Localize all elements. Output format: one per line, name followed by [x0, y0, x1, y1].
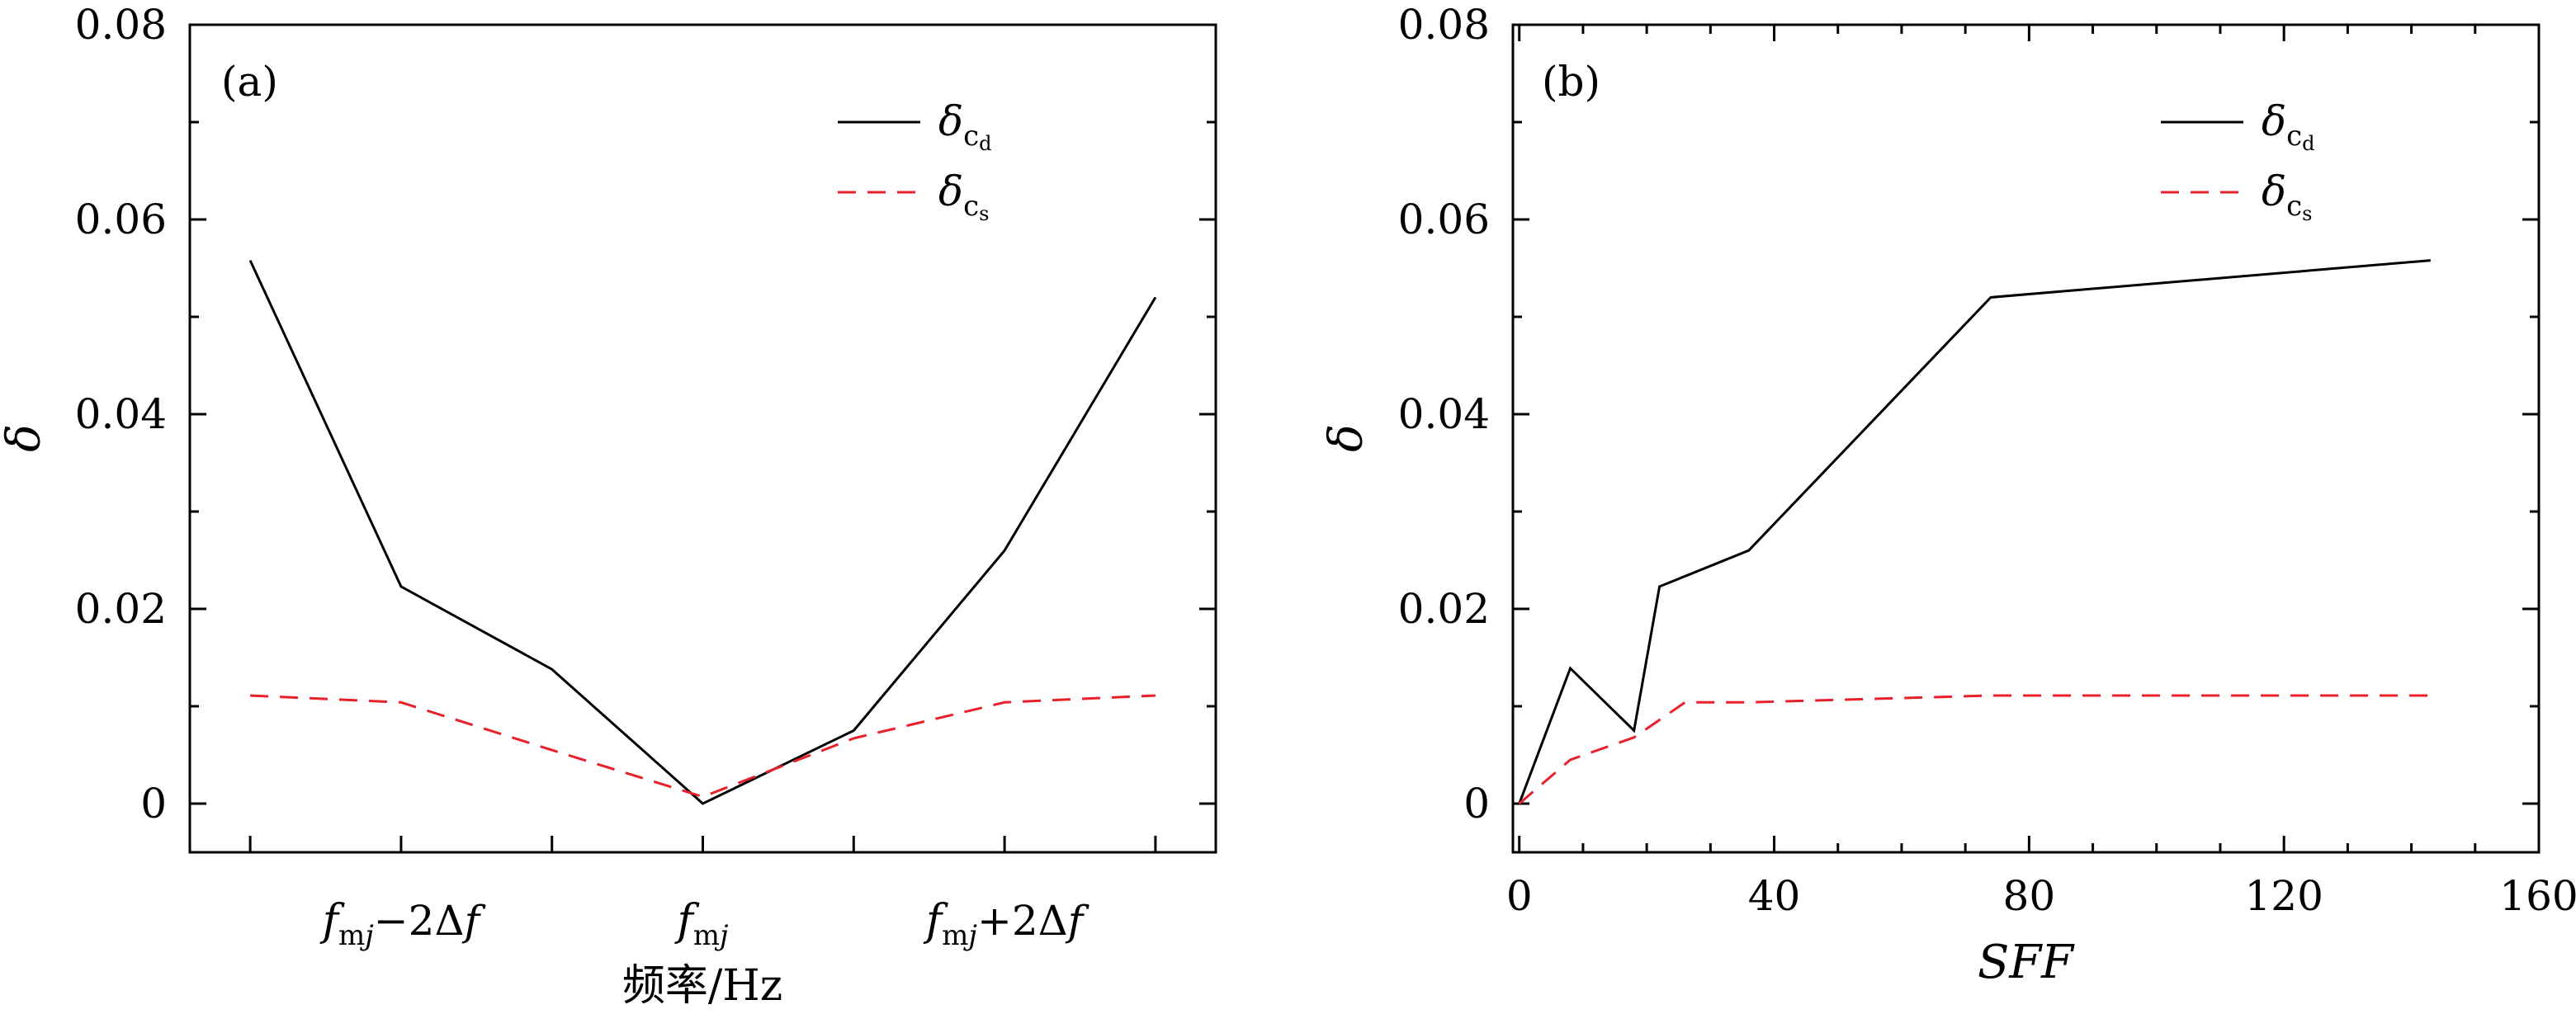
- x-tick-label: 40: [1748, 872, 1801, 920]
- panel-b-frame: [1511, 23, 2541, 854]
- x-tick-label: fmj+2Δf: [923, 896, 1089, 952]
- legend-label: δcs: [2262, 167, 2312, 225]
- panel-b-legend: δcd δcs: [2161, 97, 2315, 225]
- panel-b-label: (b): [1542, 58, 1600, 106]
- panel-a-frame: [188, 23, 1217, 854]
- legend-label: δcs: [938, 167, 989, 225]
- x-tick-label: 0: [1506, 872, 1533, 920]
- x-tick-label: 120: [2244, 872, 2323, 920]
- y-tick-label: 0.06: [75, 196, 167, 243]
- x-tick-label: fmj−2Δf: [319, 896, 486, 952]
- y-tick-label: 0: [1463, 780, 1490, 828]
- y-tick-label: 0.08: [75, 1, 167, 49]
- panel-a-label: (a): [221, 58, 278, 106]
- panel-a-legend: δcd δcs: [838, 97, 992, 225]
- panel-a-series: [248, 259, 1157, 805]
- x-tick-label: 80: [2003, 872, 2056, 920]
- panel-b-ticks: 0 0.02 0.04 0.06 0.08 0 40 80 120 160: [1398, 1, 2576, 920]
- series-line-cd: [1518, 259, 2431, 804]
- y-tick-label: 0.08: [1398, 1, 1490, 49]
- panel-a: (a) 0 0.02 0.04 0.06 0.08 fmj−2Δf fmj fmj+2Δf δ…: [0, 1, 1217, 1011]
- legend-label: δcd: [2262, 97, 2315, 155]
- legend-label: δcd: [938, 97, 992, 155]
- y-tick-label: 0.02: [75, 585, 167, 633]
- y-tick-label: 0.06: [1398, 196, 1490, 243]
- series-line-cd: [248, 259, 1157, 805]
- panel-a-ticks: 0 0.02 0.04 0.06 0.08 fmj−2Δf fmj fmj+2Δf: [75, 1, 1216, 952]
- x-tick-label: 160: [2499, 872, 2576, 920]
- y-tick-label: 0: [140, 780, 167, 828]
- panel-a-xlabel: 频率/Hz: [622, 961, 782, 1011]
- panel-b-xlabel: SFF: [1978, 936, 2075, 989]
- panel-a-ylabel: δ: [0, 424, 51, 452]
- x-tick-label: fmj: [674, 896, 729, 952]
- panel-b: (b) 00.020.040.060.080 40 80 120 160 δcdδcs …: [1320, 1, 2576, 989]
- y-tick-label: 0.02: [1398, 585, 1490, 633]
- y-tick-label: 0.04: [1398, 390, 1490, 438]
- series-line-cs: [250, 694, 1156, 799]
- panel-b-ylabel: δ: [1320, 424, 1373, 452]
- series-line-cs: [1518, 694, 2431, 805]
- panel-b-series: [1518, 259, 2431, 805]
- y-tick-label: 0.04: [75, 390, 167, 438]
